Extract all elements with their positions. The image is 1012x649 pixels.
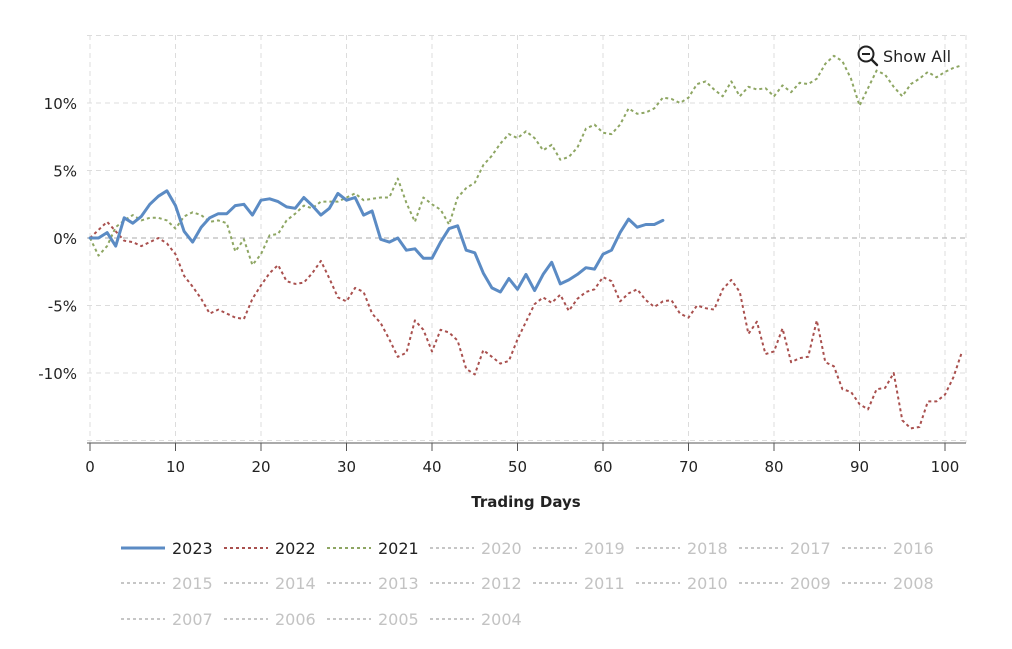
series-line-2022 bbox=[89, 220, 964, 430]
legend-item-2006[interactable]: 2006 bbox=[224, 610, 316, 629]
y-tick-label: -10% bbox=[38, 365, 77, 383]
legend-label: 2018 bbox=[687, 539, 728, 558]
legend-label: 2007 bbox=[172, 610, 213, 629]
x-tick-label: 10 bbox=[166, 458, 185, 476]
legend-item-2004[interactable]: 2004 bbox=[430, 610, 522, 629]
legend-label: 2004 bbox=[481, 610, 522, 629]
legend-label: 2013 bbox=[378, 574, 419, 593]
legend-item-2009[interactable]: 2009 bbox=[739, 574, 831, 593]
y-tick-label: 5% bbox=[53, 163, 77, 181]
legend-label: 2005 bbox=[378, 610, 419, 629]
legend-label: 2008 bbox=[893, 574, 934, 593]
legend-item-2022[interactable]: 2022 bbox=[224, 539, 316, 558]
legend: 2023 2022 2021 2020 2019 2018 2017 2016 2015 2014… bbox=[121, 539, 934, 629]
legend-item-2015[interactable]: 2015 bbox=[121, 574, 213, 593]
legend-label: 2023 bbox=[172, 539, 213, 558]
legend-item-2019[interactable]: 2019 bbox=[533, 539, 625, 558]
legend-label: 2010 bbox=[687, 574, 728, 593]
y-tick-label: 0% bbox=[53, 230, 77, 248]
zoom-out-icon bbox=[857, 45, 879, 67]
legend-item-2014[interactable]: 2014 bbox=[224, 574, 316, 593]
x-tick-label: 20 bbox=[251, 458, 270, 476]
legend-label: 2009 bbox=[790, 574, 831, 593]
legend-item-2018[interactable]: 2018 bbox=[636, 539, 728, 558]
legend-label: 2006 bbox=[275, 610, 316, 629]
x-tick-label: 90 bbox=[850, 458, 869, 476]
x-axis-label: Trading Days bbox=[471, 493, 581, 511]
legend-item-2013[interactable]: 2013 bbox=[327, 574, 419, 593]
x-tick-label: 60 bbox=[593, 458, 612, 476]
x-tick-label: 100 bbox=[931, 458, 960, 476]
legend-label: 2021 bbox=[378, 539, 419, 558]
show-all-label: Show All bbox=[883, 47, 951, 66]
legend-item-2005[interactable]: 2005 bbox=[327, 610, 419, 629]
x-tick-label: 30 bbox=[337, 458, 356, 476]
x-tick-label: 0 bbox=[85, 458, 95, 476]
legend-label: 2020 bbox=[481, 539, 522, 558]
series-line-2023 bbox=[88, 189, 665, 294]
y-tick-label: -5% bbox=[48, 298, 77, 316]
legend-item-2017[interactable]: 2017 bbox=[739, 539, 831, 558]
legend-item-2007[interactable]: 2007 bbox=[121, 610, 213, 629]
show-all-button[interactable]: Show All bbox=[857, 45, 952, 67]
legend-item-2012[interactable]: 2012 bbox=[430, 574, 522, 593]
legend-item-2021[interactable]: 2021 bbox=[327, 539, 419, 558]
legend-item-2011[interactable]: 2011 bbox=[533, 574, 625, 593]
series-lines bbox=[88, 54, 964, 430]
legend-label: 2019 bbox=[584, 539, 625, 558]
legend-label: 2022 bbox=[275, 539, 316, 558]
legend-label: 2012 bbox=[481, 574, 522, 593]
legend-label: 2015 bbox=[172, 574, 213, 593]
legend-item-2016[interactable]: 2016 bbox=[842, 539, 934, 558]
x-tick-label: 70 bbox=[679, 458, 698, 476]
y-tick-label: 10% bbox=[44, 95, 77, 113]
legend-item-2020[interactable]: 2020 bbox=[430, 539, 522, 558]
axes: 0 10 20 30 40 50 60 70 80 90 100 10% 5% 0% -5% -10% bbox=[38, 95, 966, 476]
x-tick-label: 50 bbox=[508, 458, 527, 476]
legend-label: 2016 bbox=[893, 539, 934, 558]
x-tick-label: 80 bbox=[764, 458, 783, 476]
legend-item-2023[interactable]: 2023 bbox=[121, 539, 213, 558]
legend-label: 2014 bbox=[275, 574, 316, 593]
x-tick-label: 40 bbox=[422, 458, 441, 476]
legend-item-2008[interactable]: 2008 bbox=[842, 574, 934, 593]
legend-label: 2017 bbox=[790, 539, 831, 558]
legend-item-2010[interactable]: 2010 bbox=[636, 574, 728, 593]
legend-label: 2011 bbox=[584, 574, 625, 593]
series-line-2021 bbox=[89, 54, 963, 266]
grid bbox=[87, 35, 967, 443]
